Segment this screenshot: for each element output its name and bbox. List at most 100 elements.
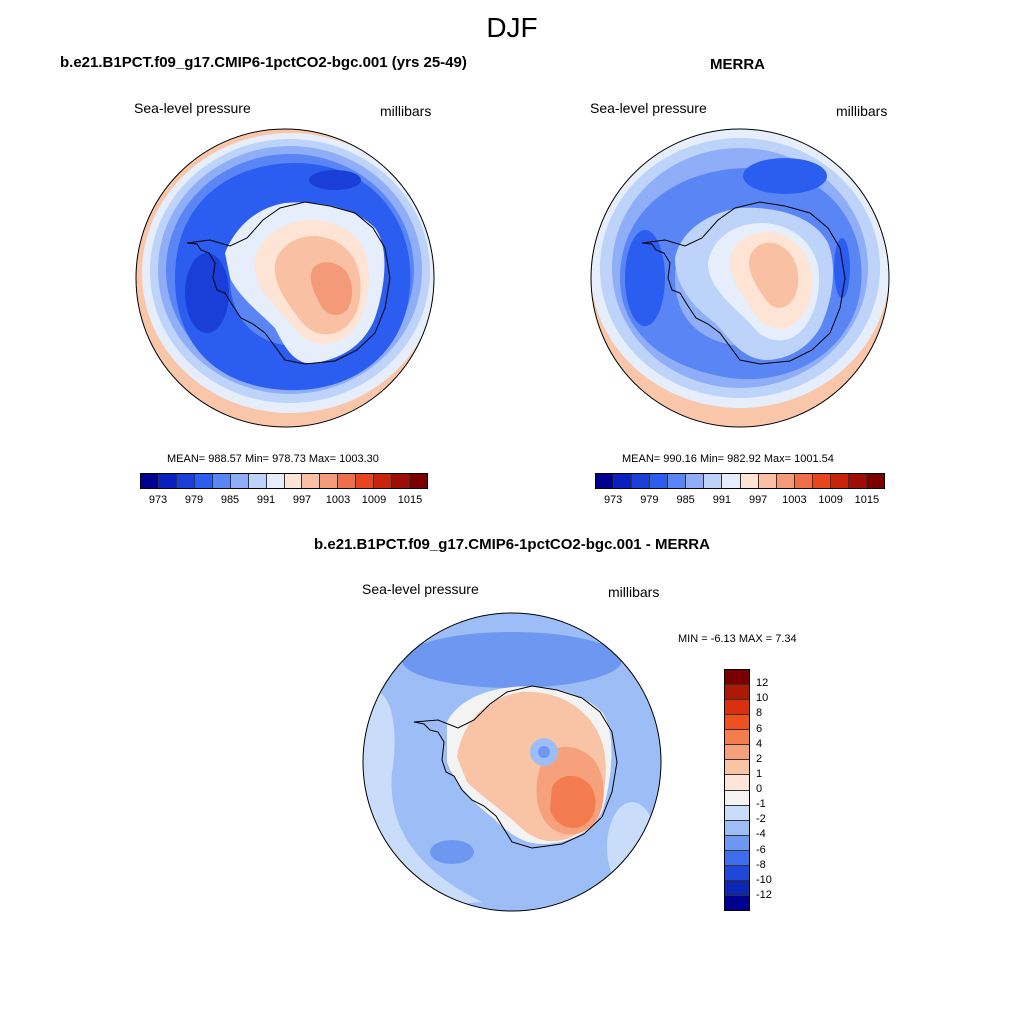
colorbar-tick-label: 1009 [361, 494, 387, 506]
colorbar-swatch [725, 820, 749, 836]
colorbar-tick-label: 1009 [818, 494, 843, 506]
diff-panel-title: b.e21.B1PCT.f09_g17.CMIP6-1pctCO2-bgc.00… [314, 536, 710, 553]
colorbar-tick-label: -12 [756, 888, 772, 901]
obs-low-center-a [743, 158, 827, 194]
colorbar-swatch [632, 474, 651, 488]
colorbar-swatch [338, 474, 357, 488]
colorbar-swatch [725, 865, 749, 881]
colorbar-swatch [725, 685, 749, 701]
colorbar-swatch [725, 805, 749, 821]
model-coastline [186, 201, 391, 365]
obs-low-center-b [625, 230, 665, 326]
colorbar-tick-label: 973 [148, 494, 168, 506]
colorbar-tick-label: 973 [603, 494, 623, 506]
colorbar-swatch [725, 895, 749, 910]
colorbar-tick-label: -10 [756, 873, 772, 886]
model-colorbar-ticks: 973 979 985 991 997 1003 1009 1015 [140, 494, 428, 508]
diff-units-label: millibars [608, 584, 660, 600]
colorbar-swatch [725, 880, 749, 896]
colorbar-tick-label: 979 [184, 494, 204, 506]
colorbar-tick-label: 6 [756, 722, 763, 735]
colorbar-swatch [725, 850, 749, 866]
colorbar-swatch [230, 474, 249, 488]
model-continent-peak [310, 262, 353, 315]
model-panel-title: b.e21.B1PCT.f09_g17.CMIP6-1pctCO2-bgc.00… [60, 54, 467, 71]
diff-negative-bottom [430, 840, 474, 864]
colorbar-swatch [320, 474, 339, 488]
diff-field-label: Sea-level pressure [362, 581, 479, 597]
diff-continent-peak [550, 775, 596, 828]
diff-stats: MIN = -6.13 MAX = 7.34 [678, 633, 797, 645]
colorbar-tick-label: 985 [220, 494, 240, 506]
colorbar-swatch [392, 474, 411, 488]
colorbar-swatch [848, 474, 867, 488]
colorbar-swatch [725, 775, 749, 791]
obs-continent-peak [749, 242, 799, 308]
colorbar-swatch [812, 474, 831, 488]
diff-interior-low-core [538, 746, 550, 758]
colorbar-tick-label: 985 [676, 494, 695, 506]
colorbar-tick-label: 1 [756, 767, 763, 780]
colorbar-swatch [212, 474, 231, 488]
colorbar-tick-label: -2 [756, 813, 766, 826]
diff-negative-top [402, 632, 622, 688]
colorbar-tick-label: 997 [748, 494, 768, 506]
colorbar-tick-label: 12 [756, 677, 769, 690]
colorbar-swatch [722, 474, 741, 488]
colorbar-tick-label: -1 [756, 798, 766, 811]
colorbar-tick-label: 991 [712, 494, 732, 506]
model-low-center-a [309, 170, 361, 190]
colorbar-swatch [776, 474, 795, 488]
colorbar-swatch [686, 474, 705, 488]
colorbar-swatch [374, 474, 393, 488]
colorbar-tick-label: 8 [756, 707, 763, 720]
colorbar-swatch [725, 715, 749, 731]
colorbar-tick-label: 10 [756, 692, 769, 705]
colorbar-swatch [725, 835, 749, 851]
colorbar-swatch [302, 474, 321, 488]
model-low-center-b [185, 253, 229, 333]
colorbar-swatch [176, 474, 195, 488]
colorbar-swatch [284, 474, 303, 488]
season-title: DJF [486, 12, 538, 43]
diff-colorbar [724, 669, 750, 911]
obs-panel-title: MERRA [710, 56, 765, 73]
obs-colorbar-ticks: 973 979 985 991 997 1003 1009 1015 [595, 494, 885, 508]
colorbar-swatch [725, 790, 749, 806]
colorbar-tick-label: -4 [756, 828, 766, 841]
colorbar-tick-label: 2 [756, 752, 763, 765]
colorbar-swatch [248, 474, 267, 488]
colorbar-tick-label: 4 [756, 737, 763, 750]
diff-polar-map [362, 612, 662, 912]
colorbar-tick-label: 1003 [782, 494, 807, 506]
obs-field-label: Sea-level pressure [590, 100, 707, 116]
diff-coastline [413, 685, 618, 849]
obs-coastline [641, 201, 846, 365]
colorbar-swatch [740, 474, 759, 488]
colorbar-swatch [668, 474, 687, 488]
diff-colorbar-ticks: 12 10 8 6 4 2 1 0 -1 -2 -4 -6 -8 -10 -12 [756, 669, 796, 911]
colorbar-tick-label: 0 [756, 783, 763, 795]
colorbar-swatch [830, 474, 849, 488]
colorbar-tick-label: 997 [292, 494, 312, 506]
colorbar-tick-label: 991 [256, 494, 276, 506]
colorbar-tick-label: 1003 [325, 494, 351, 506]
colorbar-swatch [614, 474, 633, 488]
colorbar-swatch [758, 474, 777, 488]
colorbar-swatch [725, 700, 749, 716]
colorbar-swatch [141, 474, 159, 488]
colorbar-tick-label: 1015 [854, 494, 880, 506]
colorbar-swatch [725, 760, 749, 776]
colorbar-swatch [725, 745, 749, 761]
colorbar-swatch [356, 474, 375, 488]
obs-polar-map [590, 128, 890, 428]
colorbar-swatch [596, 474, 615, 488]
obs-units-label: millibars [836, 103, 888, 119]
colorbar-tick-label: 979 [640, 494, 659, 506]
colorbar-tick-label: -8 [756, 858, 766, 871]
diff-negative-right [607, 802, 657, 892]
obs-stats: MEAN= 990.16 Min= 982.92 Max= 1001.54 [622, 453, 834, 465]
model-units-label: millibars [380, 103, 432, 119]
colorbar-swatch [158, 474, 177, 488]
colorbar-swatch [725, 670, 749, 686]
